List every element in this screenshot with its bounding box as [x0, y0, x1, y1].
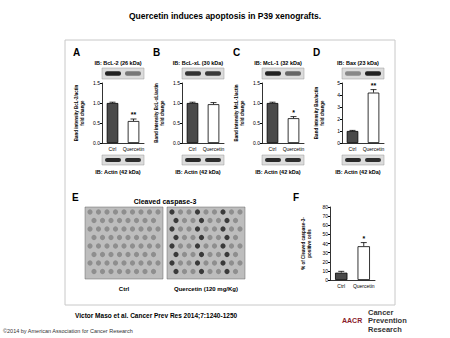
svg-text:2: 2 [337, 116, 340, 122]
svg-text:Quercetin (120 mg/Kg): Quercetin (120 mg/Kg) [174, 286, 238, 292]
svg-text:% of Cleaved caspase-3-: % of Cleaved caspase-3- [301, 217, 306, 270]
svg-text:positive cells: positive cells [307, 229, 312, 258]
svg-text:fold change: fold change [160, 100, 165, 126]
svg-text:Band intensity McL-1/actin: Band intensity McL-1/actin [234, 84, 239, 141]
svg-text:Band intensity BcL-2/actin: Band intensity BcL-2/actin [74, 84, 79, 141]
svg-text:**: ** [131, 111, 137, 118]
svg-text:IB: BcL-xL (30 kDa): IB: BcL-xL (30 kDa) [173, 60, 223, 66]
svg-text:Band intensity BcL-xL/actin: Band intensity BcL-xL/actin [154, 83, 159, 143]
svg-text:IB: Bax (23 kDa): IB: Bax (23 kDa) [337, 60, 379, 66]
svg-text:Ctrl: Ctrl [337, 283, 345, 289]
svg-text:5: 5 [337, 80, 340, 86]
svg-text:IB: Actin (42 kDa): IB: Actin (42 kDa) [95, 169, 141, 175]
svg-text:Quercetin: Quercetin [203, 146, 225, 152]
svg-text:fold change: fold change [240, 100, 245, 126]
svg-text:0.5: 0.5 [173, 120, 180, 126]
svg-text:IB: Actin (42 kDa): IB: Actin (42 kDa) [175, 169, 221, 175]
svg-text:40: 40 [322, 241, 328, 247]
svg-text:Victor Maso et al. Cancer Prev: Victor Maso et al. Cancer Prev Res 2014;… [75, 312, 237, 320]
svg-text:0: 0 [337, 140, 340, 146]
svg-text:0.5: 0.5 [253, 120, 260, 126]
svg-text:80: 80 [322, 204, 328, 210]
svg-text:Cancer: Cancer [368, 307, 394, 317]
svg-text:Ctrl: Ctrl [109, 146, 117, 152]
svg-text:20: 20 [322, 259, 328, 265]
svg-text:Ctrl: Ctrl [119, 286, 130, 292]
svg-text:AACR: AACR [342, 317, 362, 324]
svg-text:1: 1 [337, 128, 340, 134]
svg-text:1.5: 1.5 [253, 80, 260, 86]
svg-text:fold change: fold change [320, 100, 325, 126]
svg-text:IB: McL-1 (32 kDa): IB: McL-1 (32 kDa) [254, 60, 302, 66]
svg-text:©2014 by American Association: ©2014 by American Association for Cancer… [3, 328, 133, 334]
svg-text:1.0: 1.0 [253, 100, 260, 106]
svg-text:0.0: 0.0 [173, 140, 180, 146]
svg-text:4: 4 [337, 92, 340, 98]
svg-text:3: 3 [337, 104, 340, 110]
svg-text:Ctrl: Ctrl [349, 146, 357, 152]
svg-text:1.0: 1.0 [173, 100, 180, 106]
svg-text:1.5: 1.5 [173, 80, 180, 86]
svg-text:**: ** [371, 82, 377, 89]
svg-text:30: 30 [322, 250, 328, 256]
svg-text:1.0: 1.0 [93, 100, 100, 106]
svg-text:D: D [313, 47, 320, 58]
svg-text:fold change: fold change [80, 100, 85, 126]
svg-text:IB: Actin (42 kDa): IB: Actin (42 kDa) [255, 169, 301, 175]
svg-text:70: 70 [322, 213, 328, 219]
svg-text:0.0: 0.0 [253, 140, 260, 146]
svg-text:F: F [293, 192, 299, 203]
svg-text:E: E [72, 192, 79, 203]
svg-text:Quercetin: Quercetin [363, 146, 385, 152]
svg-text:*: * [292, 109, 295, 116]
svg-text:Research: Research [368, 325, 402, 334]
svg-text:Ctrl: Ctrl [189, 146, 197, 152]
svg-text:IB: Actin (42 kDa): IB: Actin (42 kDa) [335, 169, 381, 175]
svg-text:Quercetin induces apoptosis in: Quercetin induces apoptosis in P39 xenog… [129, 11, 321, 21]
svg-text:1.5: 1.5 [93, 80, 100, 86]
svg-text:Ctrl: Ctrl [269, 146, 277, 152]
svg-text:10: 10 [322, 268, 328, 274]
svg-text:B: B [153, 47, 160, 58]
svg-text:60: 60 [322, 222, 328, 228]
svg-text:A: A [73, 47, 80, 58]
svg-text:Quercetin: Quercetin [283, 146, 305, 152]
svg-text:0.5: 0.5 [93, 120, 100, 126]
svg-text:Quercetin: Quercetin [123, 146, 145, 152]
svg-text:0.0: 0.0 [93, 140, 100, 146]
svg-text:IB: BcL-2 (26 kDa): IB: BcL-2 (26 kDa) [94, 60, 141, 66]
svg-text:Cleaved caspase-3: Cleaved caspase-3 [134, 198, 197, 206]
svg-text:Prevention: Prevention [368, 316, 407, 325]
svg-text:50: 50 [322, 231, 328, 237]
svg-text:C: C [233, 47, 240, 58]
svg-text:Band intensity Bax/actin: Band intensity Bax/actin [314, 87, 319, 140]
svg-text:0: 0 [325, 277, 328, 283]
svg-text:*: * [362, 235, 365, 242]
svg-text:Quercetin: Quercetin [353, 283, 375, 289]
